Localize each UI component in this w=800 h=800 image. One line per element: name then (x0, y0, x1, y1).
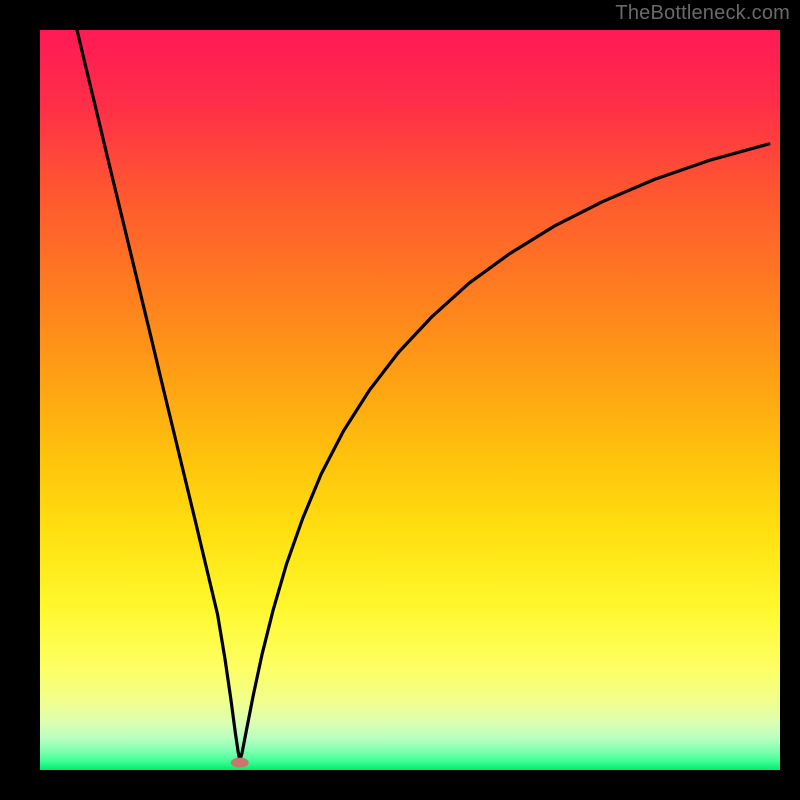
bottleneck-curve-chart (0, 0, 800, 800)
plot-background (40, 30, 780, 770)
optimal-point-marker (231, 758, 249, 768)
watermark-text: TheBottleneck.com (615, 2, 790, 25)
chart-frame: TheBottleneck.com (0, 0, 800, 800)
